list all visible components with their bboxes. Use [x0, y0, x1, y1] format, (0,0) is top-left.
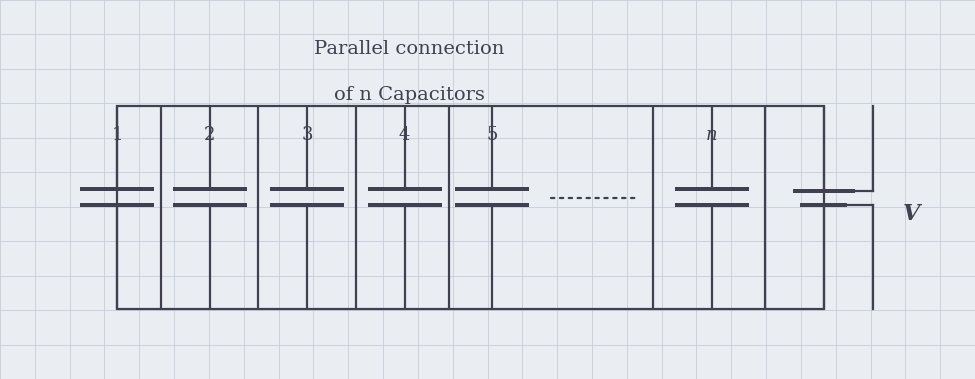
- Text: V: V: [903, 203, 920, 225]
- Text: 1: 1: [111, 125, 123, 144]
- Text: of n Capacitors: of n Capacitors: [334, 86, 485, 104]
- Text: n: n: [706, 125, 718, 144]
- Text: 4: 4: [399, 125, 410, 144]
- Text: 3: 3: [301, 125, 313, 144]
- Text: 5: 5: [487, 125, 498, 144]
- Bar: [117, 106, 824, 309]
- Text: Parallel connection: Parallel connection: [314, 40, 505, 58]
- Text: 2: 2: [204, 125, 215, 144]
